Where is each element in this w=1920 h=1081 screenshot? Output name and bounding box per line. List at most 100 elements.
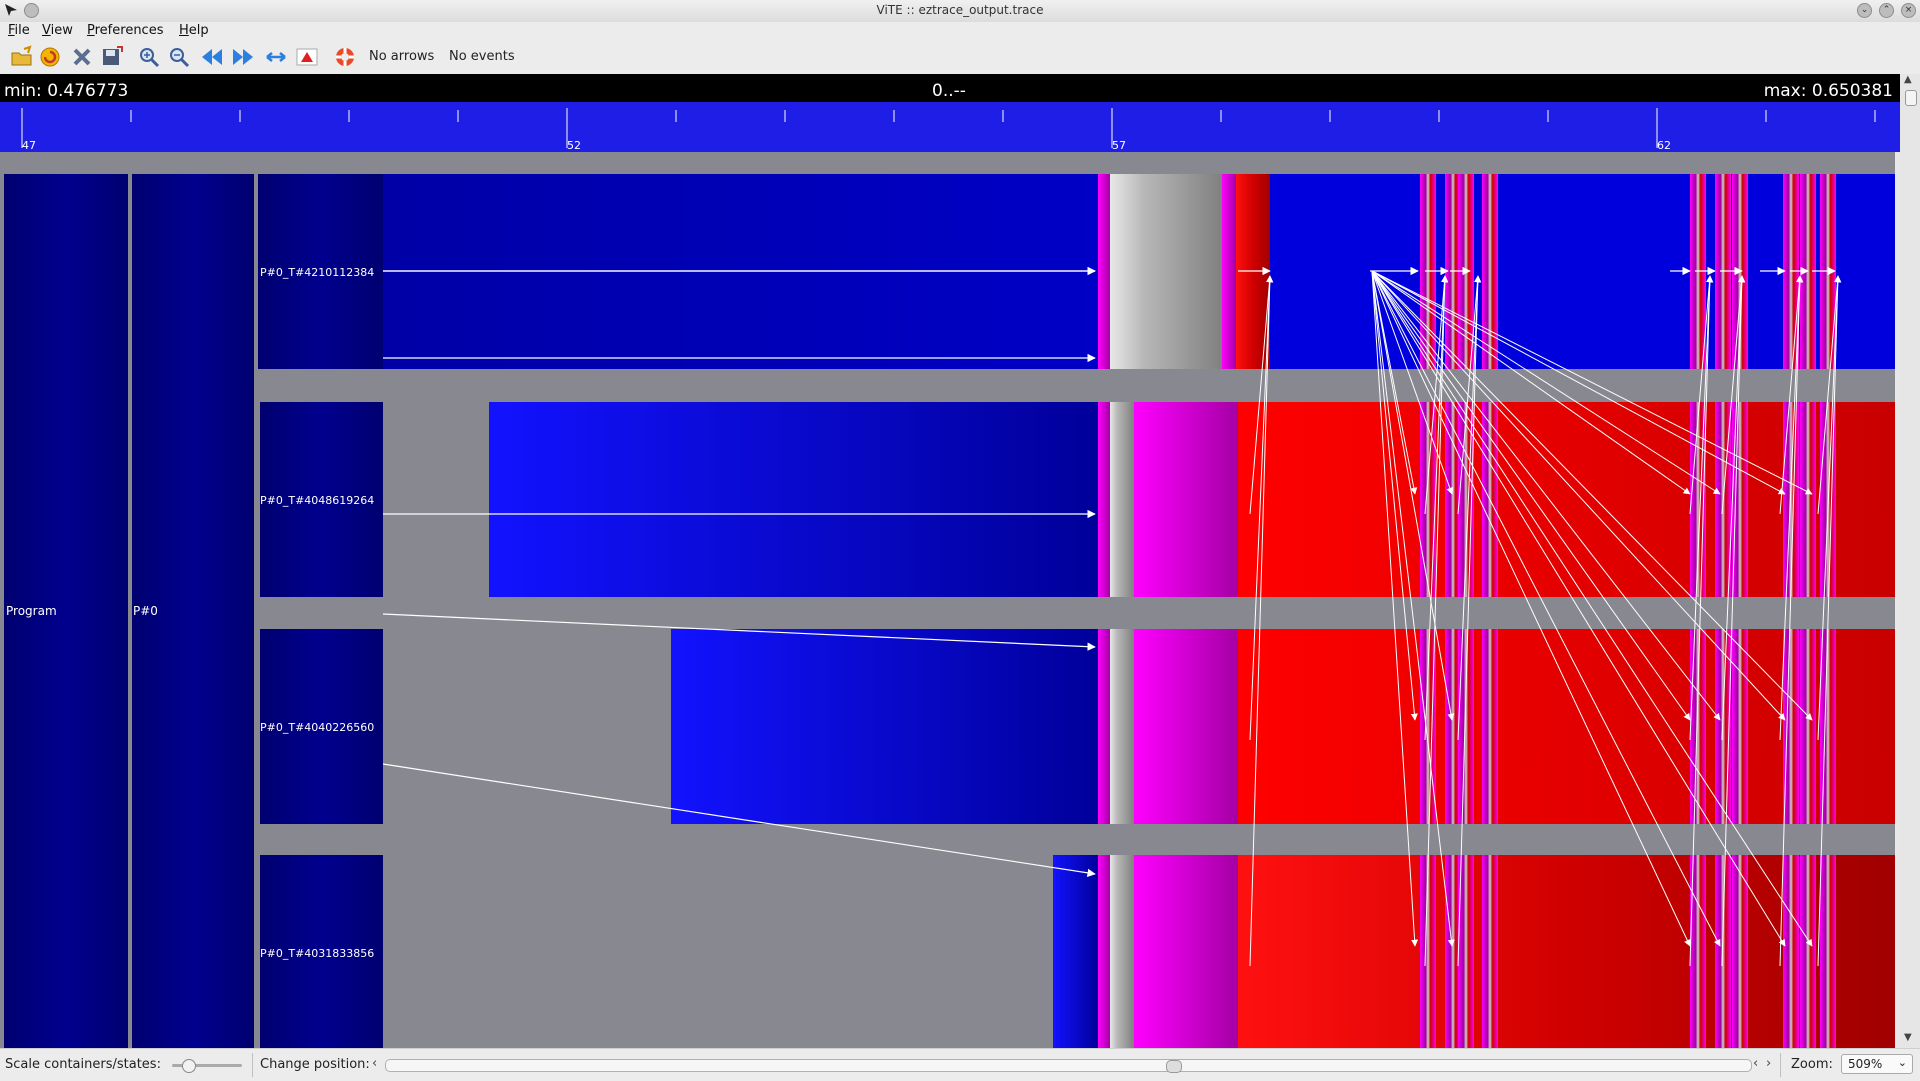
menu-help[interactable]: Help: [179, 23, 209, 38]
scroll-right-icon[interactable]: [231, 45, 255, 69]
vertical-scrollbar[interactable]: ▲ ▼: [1900, 74, 1920, 1048]
chevron-down-icon: ⌄: [1897, 1056, 1907, 1069]
state-stripe: [1732, 855, 1748, 1048]
tick-label-52: 52: [567, 139, 581, 152]
message-arrow: [1371, 270, 1813, 947]
message-arrow: [1371, 270, 1813, 721]
state-block[interactable]: [1134, 402, 1238, 597]
process-container[interactable]: [132, 174, 254, 1048]
close-icon[interactable]: [70, 45, 94, 69]
message-arrow: [1721, 275, 1745, 515]
message-arrow: [1721, 275, 1746, 741]
app-menu-icon[interactable]: [4, 3, 18, 17]
state-stripe: [1800, 402, 1816, 597]
message-arrow: [1371, 270, 1454, 495]
maximize-icon[interactable]: ⌃: [1879, 3, 1894, 18]
message-arrow: [1457, 275, 1481, 515]
state-block[interactable]: [1110, 402, 1134, 597]
state-block[interactable]: [1098, 855, 1110, 1048]
state-block[interactable]: [489, 402, 1098, 597]
state-stripe: [1690, 629, 1706, 824]
state-block[interactable]: [671, 629, 1098, 824]
menu-preferences[interactable]: Preferences: [87, 23, 164, 38]
ruler-max-label: max: 0.650381: [1764, 81, 1893, 101]
trace-view[interactable]: min: 0.476773 0..-- max: 0.650381 47 52 …: [0, 74, 1900, 1048]
message-arrow: [1457, 275, 1482, 967]
program-container[interactable]: [4, 174, 128, 1048]
message-arrow: [1371, 270, 1455, 947]
reload-icon[interactable]: [38, 45, 62, 69]
communication-arrows: [382, 266, 1842, 967]
state-block[interactable]: [1222, 174, 1236, 369]
help-lifebuoy-icon[interactable]: [333, 45, 357, 69]
message-arrow: [1371, 270, 1691, 495]
thread-container-2[interactable]: [260, 402, 383, 597]
message-arrow: [1371, 270, 1813, 495]
message-arrow: [1689, 275, 1714, 967]
state-stripe: [1420, 402, 1436, 597]
time-ruler[interactable]: [0, 102, 1900, 152]
position-scrollbar[interactable]: [385, 1059, 1752, 1073]
scale-slider-handle[interactable]: [182, 1059, 196, 1073]
message-arrow: [1249, 275, 1274, 967]
menu-file[interactable]: File: [8, 23, 30, 38]
message-arrow: [1371, 270, 1721, 947]
thread-label-3: P#0_T#4040226560: [260, 721, 374, 734]
message-arrow: [1371, 270, 1721, 721]
events-toggle[interactable]: No events: [449, 49, 515, 64]
message-arrow: [1424, 275, 1449, 967]
state-stripe: [1482, 174, 1498, 369]
scroll-next-icon[interactable]: ›: [1766, 1056, 1772, 1071]
state-block[interactable]: [1134, 855, 1238, 1048]
state-stripe: [1482, 629, 1498, 824]
export-icon[interactable]: [100, 45, 124, 69]
state-block[interactable]: [1053, 855, 1098, 1048]
message-arrow: [1689, 275, 1714, 741]
position-scroll-handle[interactable]: [1166, 1060, 1182, 1073]
ruler-top-bar: [0, 74, 1900, 102]
minimize-icon[interactable]: ⌄: [1857, 3, 1872, 18]
state-stripe: [1800, 855, 1816, 1048]
pin-icon[interactable]: [24, 3, 39, 18]
red-triangle-icon[interactable]: [295, 45, 319, 69]
state-block[interactable]: [1098, 629, 1110, 824]
thread-container-1[interactable]: [258, 174, 383, 369]
state-stripe: [1783, 629, 1799, 824]
state-block[interactable]: [1110, 855, 1134, 1048]
message-arrow: [382, 613, 1096, 651]
ruler-ticks: [21, 108, 1876, 148]
state-block[interactable]: [1110, 174, 1222, 369]
message-arrow: [1249, 275, 1274, 741]
zoom-label: Zoom:: [1791, 1057, 1833, 1072]
state-block[interactable]: [1098, 174, 1110, 369]
message-arrow: [1371, 270, 1455, 721]
state-block[interactable]: [1134, 629, 1238, 824]
message-arrow: [1779, 275, 1804, 741]
close-window-icon[interactable]: ×: [1901, 3, 1916, 18]
vertical-scroll-handle[interactable]: [1905, 90, 1917, 106]
state-stripe: [1458, 855, 1474, 1048]
zoom-select[interactable]: 509% ⌄: [1841, 1054, 1913, 1074]
zoom-in-icon[interactable]: [137, 45, 161, 69]
state-stripe: [1732, 629, 1748, 824]
scroll-left-icon[interactable]: [200, 45, 224, 69]
arrows-toggle[interactable]: No arrows: [369, 49, 435, 64]
bottom-separator: [252, 1053, 253, 1077]
message-arrow: [1371, 270, 1786, 495]
state-block[interactable]: [1098, 402, 1110, 597]
fit-width-icon[interactable]: [264, 45, 288, 69]
window-titlebar: ViTE :: eztrace_output.trace ⌄ ⌃ ×: [0, 0, 1920, 23]
menu-view[interactable]: View: [42, 23, 73, 38]
thread-container-3[interactable]: [260, 629, 383, 824]
scale-slider[interactable]: [172, 1059, 242, 1073]
scroll-down-icon[interactable]: ▼: [1904, 1032, 1912, 1043]
zoom-out-icon[interactable]: [167, 45, 191, 69]
state-block[interactable]: [1110, 629, 1134, 824]
scroll-up-icon[interactable]: ▲: [1904, 74, 1912, 85]
message-arrow: [1817, 275, 1842, 967]
thread-container-4[interactable]: [260, 855, 383, 1048]
open-file-icon[interactable]: [10, 45, 34, 69]
message-arrow: [1371, 270, 1786, 721]
scroll-prev-icon[interactable]: ‹: [1753, 1056, 1759, 1071]
scroll-left-arrow-icon[interactable]: ‹: [372, 1056, 378, 1071]
